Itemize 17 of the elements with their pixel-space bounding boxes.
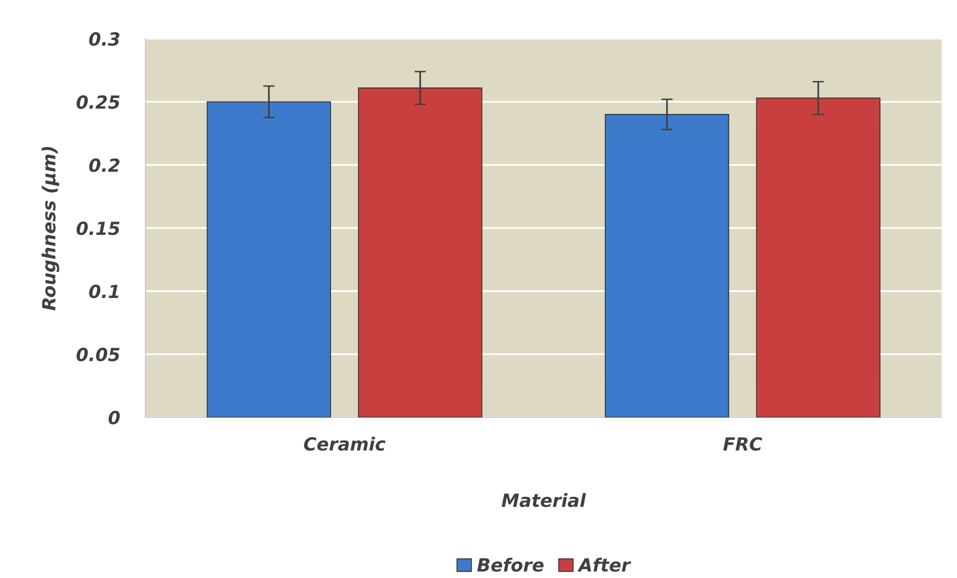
bar: [604, 114, 730, 418]
bar: [756, 98, 880, 418]
y-tick-label: 0: [108, 410, 120, 424]
x-axis-title: Material: [502, 493, 586, 508]
legend-label: Before: [477, 558, 544, 572]
x-tick-label: Ceramic: [304, 436, 386, 451]
y-tick-label: 0.25: [76, 95, 120, 109]
bar: [358, 88, 482, 418]
y-tick-label: 0.1: [89, 284, 118, 298]
y-axis-title: Roughness (µm): [42, 146, 60, 310]
y-tick-label: 0.3: [89, 32, 120, 46]
y-tick-label: 0.15: [76, 221, 120, 236]
bar: [206, 101, 332, 418]
y-tick-label: 0.2: [89, 158, 120, 172]
legend-label: After: [577, 558, 632, 572]
y-tick-label: 0.05: [76, 348, 120, 362]
x-tick-label: FRC: [723, 437, 762, 451]
